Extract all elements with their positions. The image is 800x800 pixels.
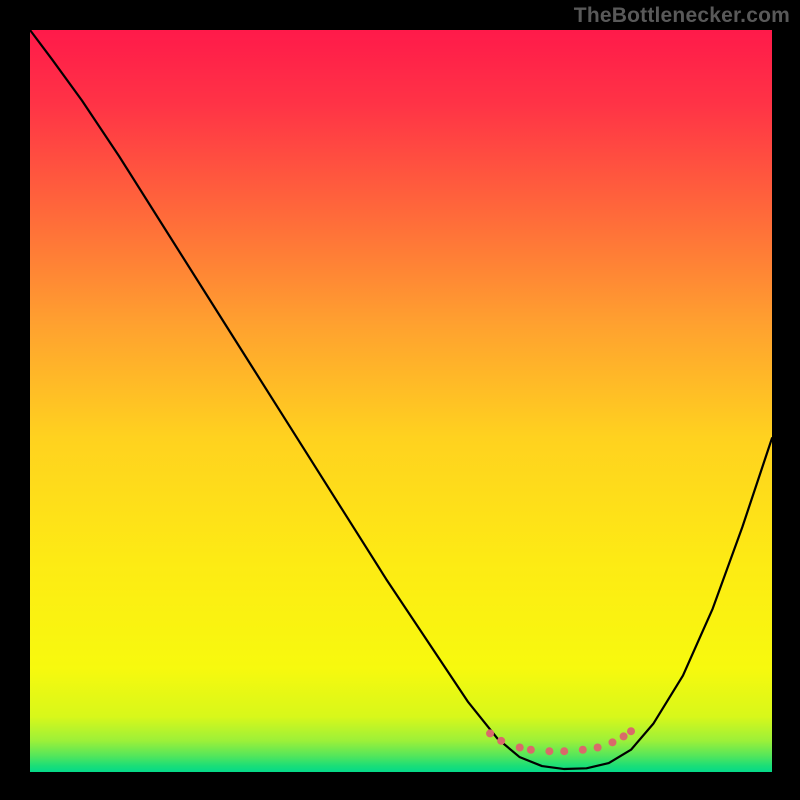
curve-layer — [30, 30, 772, 772]
chart-container: TheBottlenecker.com — [0, 0, 800, 800]
data-marker — [497, 737, 505, 745]
data-marker — [594, 744, 602, 752]
watermark-text: TheBottlenecker.com — [574, 4, 790, 28]
plot-area — [30, 30, 772, 772]
bottleneck-curve — [30, 30, 772, 769]
data-marker — [486, 729, 494, 737]
data-marker — [545, 747, 553, 755]
data-marker — [579, 746, 587, 754]
data-marker — [620, 732, 628, 740]
data-marker — [527, 746, 535, 754]
data-marker — [627, 727, 635, 735]
data-marker — [516, 744, 524, 752]
data-marker — [608, 738, 616, 746]
data-marker — [560, 747, 568, 755]
data-markers — [486, 727, 635, 755]
